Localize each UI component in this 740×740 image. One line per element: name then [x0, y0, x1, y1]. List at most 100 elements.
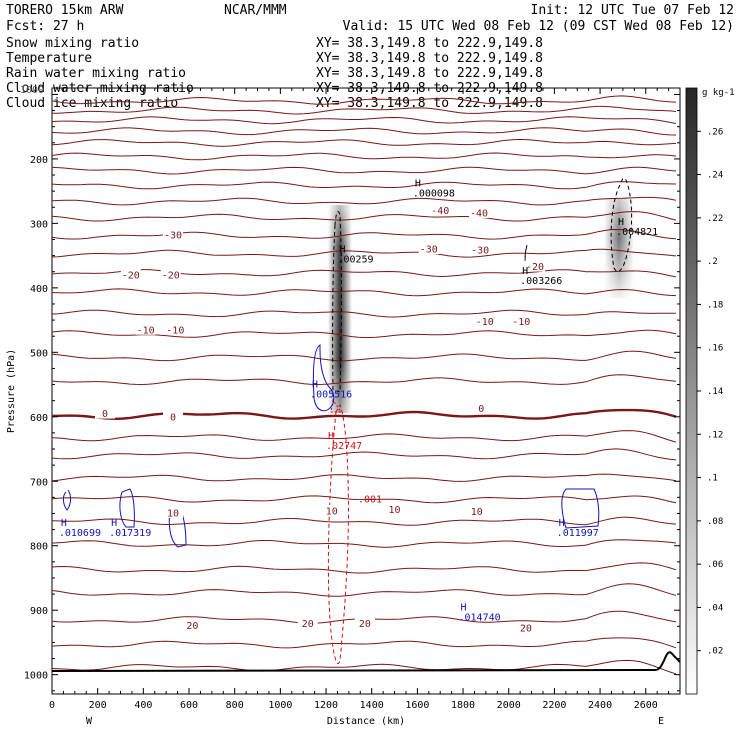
y-axis-title: Pressure (hPa)	[6, 349, 17, 433]
maximum-h-marker: H	[111, 518, 117, 529]
temperature-contour	[52, 105, 677, 115]
temperature-label: 20	[302, 619, 314, 630]
temperature-contour	[51, 329, 677, 338]
temperature-label: 10	[389, 505, 401, 516]
temperature-label: -40	[470, 209, 488, 220]
temperature-label-bg	[418, 243, 439, 255]
temperature-contour	[51, 374, 677, 386]
maximum-h-marker: H	[328, 431, 334, 442]
temperature-label-bg	[163, 410, 184, 422]
temperature-contour	[51, 637, 677, 649]
temperature-contour	[51, 211, 677, 222]
y-tick-label: 500	[30, 348, 48, 359]
colorbar-tick-label: .16	[707, 344, 723, 354]
colorbar-tick-label: .2	[707, 257, 718, 267]
temperature-label: 10	[326, 506, 338, 517]
temperature-contour-labels: -40 -40 -30 -30 -30 -20 -20 -20 -10 -10 -10 -10 0 0 0 1…	[94, 204, 545, 635]
temperature-label: -20	[162, 270, 180, 281]
temperature-label-bg	[470, 243, 491, 255]
y-tick-label: 400	[30, 284, 48, 295]
temperature-contour	[51, 269, 677, 278]
colorbar-tick-label: .08	[707, 517, 723, 527]
temperature-label: 0	[170, 412, 176, 423]
temperature-label: -10	[476, 317, 494, 328]
temperature-label-bg	[321, 504, 342, 516]
maximum-value-label: .02747	[326, 441, 362, 452]
colorbar-ramp	[685, 87, 698, 695]
temperature-contours	[51, 95, 677, 675]
cloud-ice-contour-1	[332, 211, 342, 393]
temperature-label-bg	[163, 228, 184, 240]
temperature-label: -20	[122, 270, 140, 281]
maximum-h-marker: H	[312, 379, 318, 390]
temperature-contour	[51, 408, 677, 421]
colorbar-tick-label: .26	[707, 127, 723, 137]
colorbar-tick-label: .06	[707, 560, 723, 570]
temperature-contour	[51, 138, 677, 147]
field-xy-rain: XY= 38.3,149.8 to 222.9,149.8	[316, 66, 543, 81]
x-tick-label: 2600	[634, 700, 658, 711]
temperature-contour	[51, 659, 677, 675]
maxima-markers: H.000098H.004821H.00259H.003266H.005516H…	[59, 178, 658, 623]
cloud-water-contour-5	[561, 488, 600, 529]
maximum-value-label: .014740	[458, 613, 500, 624]
temperature-contour	[51, 116, 677, 125]
temperature-contour	[51, 583, 677, 597]
temperature-label: -40	[431, 206, 449, 217]
temperature-label-bg	[515, 622, 536, 634]
temperature-contour	[51, 350, 677, 362]
y-tick-label: 300	[30, 219, 48, 230]
terrain-line	[51, 651, 681, 672]
temperature-label-bg	[94, 407, 115, 419]
temperature-label-bg	[163, 506, 184, 518]
maximum-value-label: .004821	[616, 227, 658, 238]
temperature-contour	[51, 166, 677, 175]
x-axis: 0 200 400 600 800 1000 1200 1400 1600 1800 2000 220…	[49, 88, 681, 711]
x-tick-label: 1800	[451, 700, 475, 711]
org-label: NCAR/MMM	[224, 3, 287, 18]
temperature-contour	[51, 473, 677, 482]
y-tick-label: 1000	[24, 671, 48, 682]
y-tick-label: 700	[30, 477, 48, 488]
maximum-h-marker: H	[618, 217, 624, 228]
temperature-label-bg	[354, 617, 375, 629]
y-tick-label: 900	[30, 606, 48, 617]
temperature-label: -30	[420, 245, 438, 256]
temperature-label-bg	[297, 617, 318, 629]
maximum-h-marker: H	[415, 178, 421, 189]
colorbar-tick-label: .22	[707, 214, 723, 224]
field-name-snow: Snow mixing ratio	[6, 36, 139, 51]
temperature-contour	[51, 127, 677, 136]
x-tick-label: 1200	[314, 700, 338, 711]
temperature-label-bg	[384, 503, 405, 515]
forecast-hour: Fcst: 27 h	[6, 19, 84, 34]
maximum-value-label: .001	[358, 495, 382, 506]
colorbar-tick-label: .18	[707, 300, 723, 310]
x-axis-title: Distance (km)	[327, 716, 405, 727]
x-tick-label: 0	[49, 700, 55, 711]
temperature-contour	[51, 288, 677, 297]
temperature-contour	[51, 181, 677, 190]
temperature-label: -10	[137, 325, 155, 336]
temperature-label-bg	[466, 505, 487, 517]
temperature-label: 20	[359, 619, 371, 630]
x-tick-label: 400	[134, 700, 152, 711]
colorbar: g kg-1 .02 .04 .06 .08 .1 .12 .14 .16 .18 .2 .22 .2…	[685, 87, 735, 695]
temperature-contour	[51, 448, 677, 461]
temperature-label-bg	[182, 619, 203, 631]
maximum-value-label: .00259	[337, 255, 373, 266]
temperature-label-bg	[160, 268, 181, 280]
temperature-label: -30	[164, 230, 182, 241]
temperature-label-bg	[430, 204, 451, 216]
temperature-label: -10	[166, 325, 184, 336]
x-tick-label: 2400	[588, 700, 612, 711]
y-tick-label: 600	[30, 413, 48, 424]
cloud-ice-contour-2	[610, 177, 633, 272]
rain-water-contour-inner	[330, 398, 342, 413]
temperature-contour	[51, 562, 677, 574]
temperature-label: 0	[478, 404, 484, 415]
rain-water-contour-outer	[327, 403, 349, 665]
temperature-label-bg	[511, 315, 532, 327]
